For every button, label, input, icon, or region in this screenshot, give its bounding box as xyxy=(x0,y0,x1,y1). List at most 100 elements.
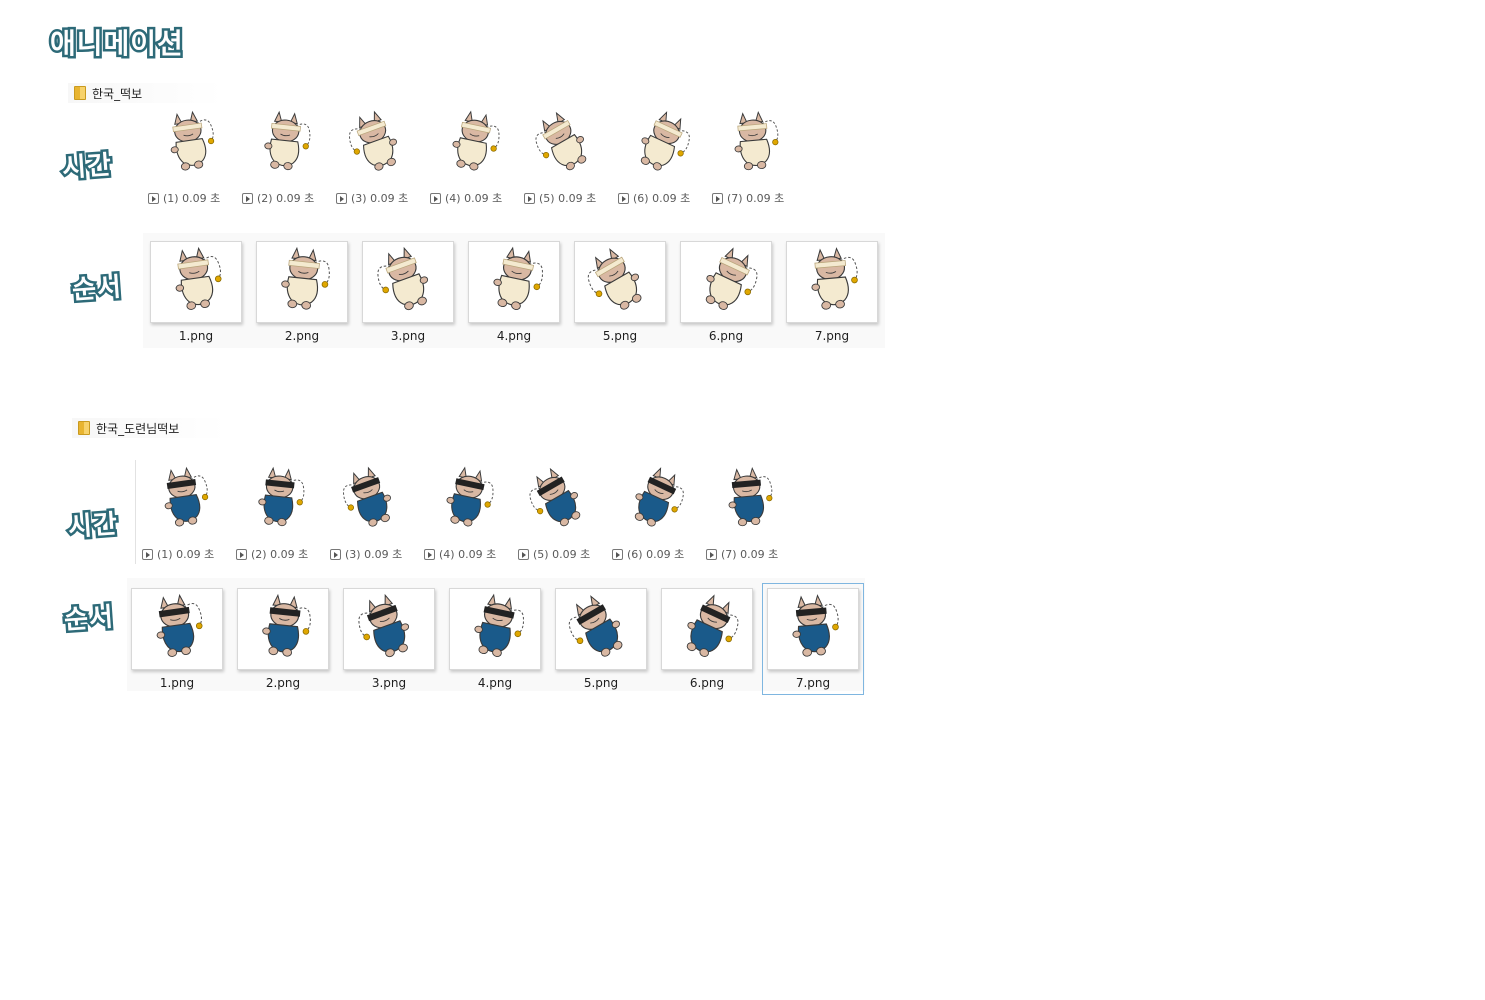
cat-frame-image xyxy=(728,466,773,527)
play-icon[interactable] xyxy=(524,192,535,204)
cat-frame-image xyxy=(170,110,215,171)
play-icon[interactable] xyxy=(336,192,347,204)
cat-frame-image xyxy=(349,110,398,171)
timeline-frame[interactable]: (3) 0.09 초 xyxy=(331,102,425,212)
file-item[interactable]: 2.png xyxy=(256,241,348,343)
play-icon[interactable] xyxy=(148,192,159,204)
cat-frame-image xyxy=(734,110,779,171)
frame-delay-label: (6) 0.09 초 xyxy=(627,548,685,561)
timeline-frame[interactable]: (3) 0.09 초 xyxy=(325,458,419,568)
file-thumbnail xyxy=(131,588,223,670)
file-item[interactable]: 6.png xyxy=(661,588,753,690)
frame-delay-caption: (5) 0.09 초 xyxy=(524,190,596,206)
file-item[interactable]: 5.png xyxy=(574,241,666,343)
cat-frame-image xyxy=(452,110,500,171)
frame-thumbnail xyxy=(325,458,419,542)
frame-delay-label: (7) 0.09 초 xyxy=(727,192,785,205)
frame-delay-label: (3) 0.09 초 xyxy=(345,548,403,561)
play-icon[interactable] xyxy=(330,548,341,560)
folder-name: 한국_도련님떡보 xyxy=(96,421,180,436)
frame-delay-caption: (1) 0.09 초 xyxy=(142,546,214,562)
cat-frame-image xyxy=(640,111,690,171)
file-item[interactable]: 4.png xyxy=(468,241,560,343)
file-item[interactable]: 1.png xyxy=(150,241,242,343)
file-name: 1.png xyxy=(159,676,195,690)
file-name: 4.png xyxy=(477,676,513,690)
frame-delay-label: (5) 0.09 초 xyxy=(533,548,591,561)
timeline-frame[interactable]: (5) 0.09 초 xyxy=(519,102,613,212)
cat-frame-image xyxy=(568,595,623,657)
divider xyxy=(135,460,136,564)
cat-frame-image xyxy=(587,248,642,310)
frame-thumbnail xyxy=(331,102,425,186)
timeline-frame[interactable]: (5) 0.09 초 xyxy=(513,458,607,568)
file-thumbnail xyxy=(574,241,666,323)
timeline-frame[interactable]: (6) 0.09 초 xyxy=(607,458,701,568)
timeline-frame[interactable]: (7) 0.09 초 xyxy=(701,458,795,568)
file-item[interactable]: 5.png xyxy=(555,588,647,690)
folder-item[interactable]: 한국_도련님떡보 xyxy=(72,418,226,438)
cat-frame-image xyxy=(262,593,311,657)
timeline-frame[interactable]: (6) 0.09 초 xyxy=(613,102,707,212)
play-icon[interactable] xyxy=(518,548,529,560)
play-icon[interactable] xyxy=(706,548,717,560)
frame-timeline: (1) 0.09 초 (2) 0.09 초 (3) 0.09 초 (4) 0.09 초… xyxy=(137,458,795,568)
frame-thumbnail xyxy=(707,102,801,186)
timeline-frame[interactable]: (2) 0.09 초 xyxy=(231,458,325,568)
frame-delay-label: (2) 0.09 초 xyxy=(251,548,309,561)
frame-thumbnail xyxy=(419,458,513,542)
play-icon[interactable] xyxy=(618,192,629,204)
play-icon[interactable] xyxy=(712,192,723,204)
file-thumbnail xyxy=(256,241,348,323)
folder-item[interactable]: 한국_떡보 xyxy=(68,83,223,103)
play-icon[interactable] xyxy=(142,548,153,560)
cat-frame-image xyxy=(281,246,330,310)
frame-delay-caption: (2) 0.09 초 xyxy=(236,546,308,562)
file-item[interactable]: 3.png xyxy=(362,241,454,343)
file-name: 7.png xyxy=(795,676,831,690)
file-item[interactable]: 7.png xyxy=(786,241,878,343)
play-icon[interactable] xyxy=(424,548,435,560)
file-thumbnail xyxy=(555,588,647,670)
file-thumbnail xyxy=(150,241,242,323)
cat-frame-image xyxy=(474,593,524,657)
file-name: 5.png xyxy=(602,329,638,343)
timeline-frame[interactable]: (1) 0.09 초 xyxy=(137,458,231,568)
play-icon[interactable] xyxy=(242,192,253,204)
timeline-frame[interactable]: (4) 0.09 초 xyxy=(425,102,519,212)
frame-delay-caption: (1) 0.09 초 xyxy=(148,190,220,206)
folder-name: 한국_떡보 xyxy=(92,86,143,101)
play-icon[interactable] xyxy=(236,548,247,560)
file-thumbnail xyxy=(661,588,753,670)
timeline-frame[interactable]: (1) 0.09 초 xyxy=(143,102,237,212)
timeline-frame[interactable]: (4) 0.09 초 xyxy=(419,458,513,568)
order-label: 순서 xyxy=(69,270,126,308)
time-label: 시간 xyxy=(59,148,116,186)
timeline-frame[interactable]: (7) 0.09 초 xyxy=(707,102,801,212)
play-icon[interactable] xyxy=(430,192,441,204)
file-thumbnail xyxy=(468,241,560,323)
cat-frame-image xyxy=(811,247,858,310)
file-item[interactable]: 6.png xyxy=(680,241,772,343)
play-icon[interactable] xyxy=(612,548,623,560)
file-name: 4.png xyxy=(496,329,532,343)
frame-timeline: (1) 0.09 초 (2) 0.09 초 (3) 0.09 초 (4) 0.09 초… xyxy=(143,102,801,212)
frame-thumbnail xyxy=(137,458,231,542)
file-name: 5.png xyxy=(583,676,619,690)
frame-delay-label: (6) 0.09 초 xyxy=(633,192,691,205)
file-item[interactable]: 4.png xyxy=(449,588,541,690)
file-item[interactable]: 7.png xyxy=(762,583,864,695)
frame-delay-label: (4) 0.09 초 xyxy=(439,548,497,561)
frame-delay-caption: (3) 0.09 초 xyxy=(336,190,408,206)
timeline-frame[interactable]: (2) 0.09 초 xyxy=(237,102,331,212)
file-item[interactable]: 2.png xyxy=(237,588,329,690)
cat-frame-image xyxy=(377,246,429,311)
file-item[interactable]: 1.png xyxy=(131,588,223,690)
cat-frame-image xyxy=(634,467,684,527)
frame-delay-label: (5) 0.09 초 xyxy=(539,192,597,205)
frame-delay-label: (1) 0.09 초 xyxy=(163,192,221,205)
cat-frame-image xyxy=(258,466,305,527)
cat-frame-image xyxy=(264,110,311,171)
file-item[interactable]: 3.png xyxy=(343,588,435,690)
